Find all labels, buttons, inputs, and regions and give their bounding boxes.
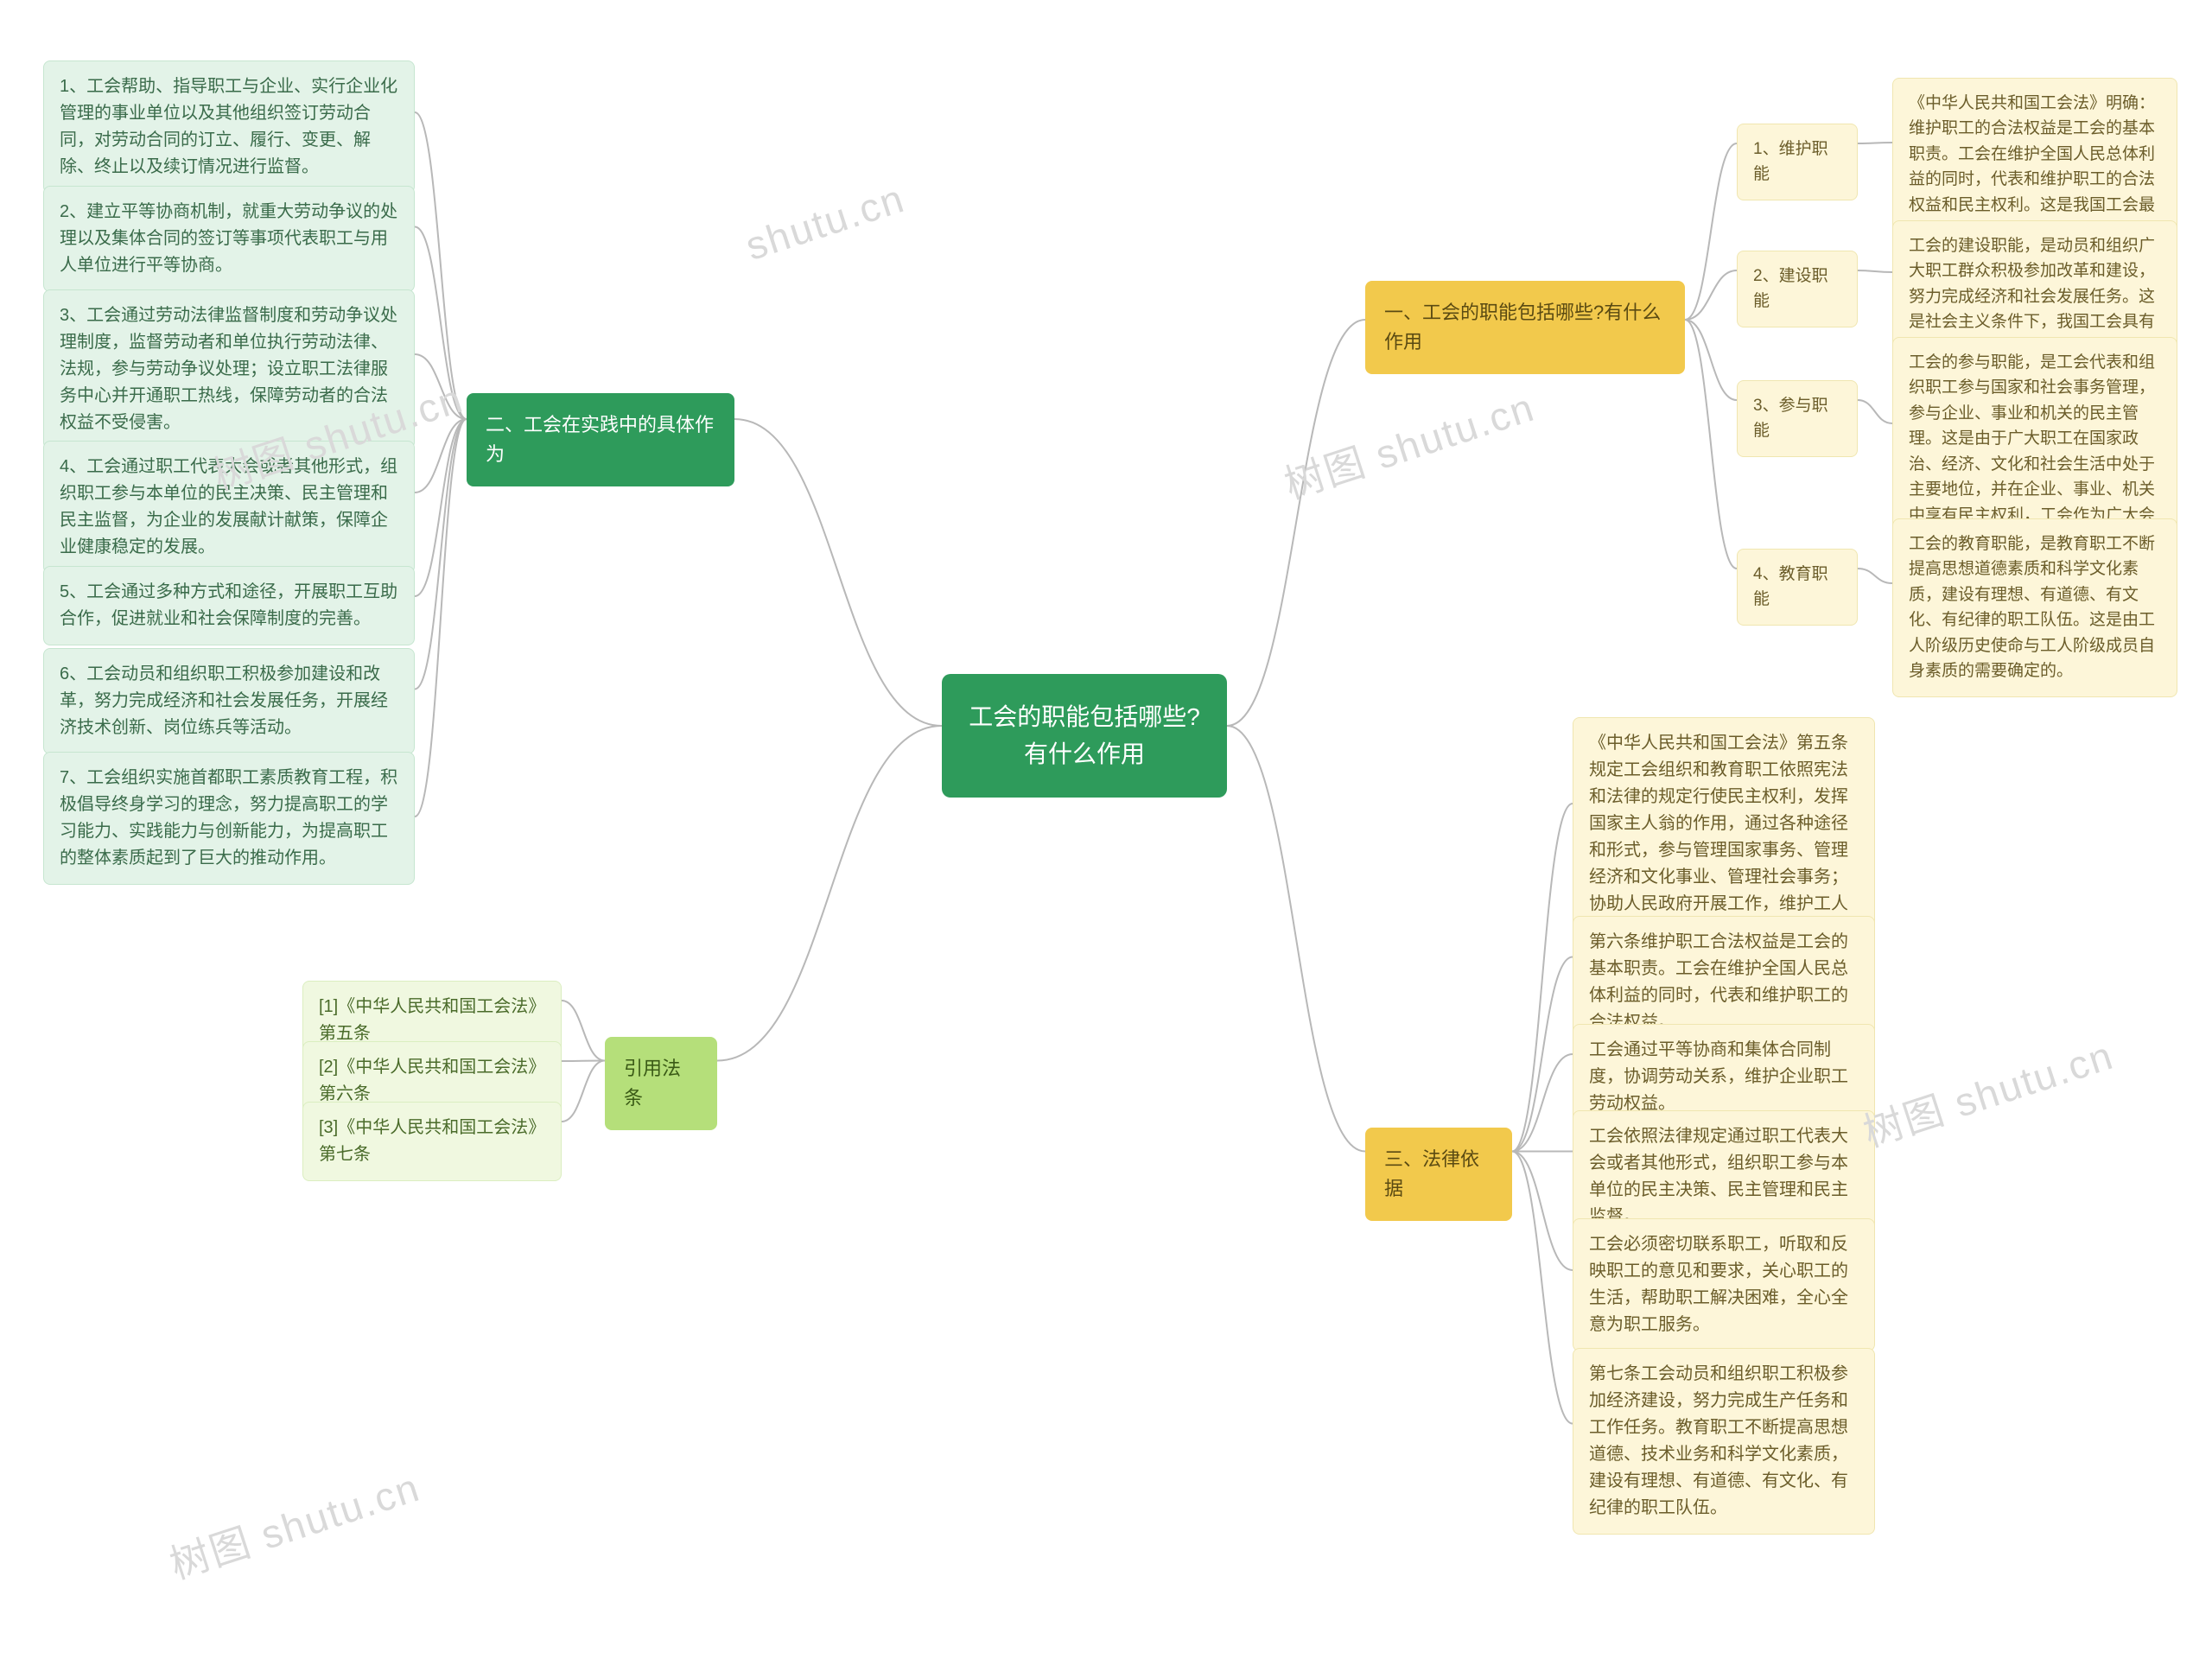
branch-b1: 一、工会的职能包括哪些?有什么作用 <box>1365 281 1685 374</box>
branch-b4: 引用法条 <box>605 1037 717 1130</box>
leaf-b2c4: 4、工会通过职工代表大会或者其他形式，组织职工参与本单位的民主决策、民主管理和民… <box>43 441 415 574</box>
leaf-b1c4: 4、教育职能 <box>1737 549 1858 626</box>
center-node: 工会的职能包括哪些?有什么作用 <box>942 674 1227 798</box>
leaf-b1c3: 3、参与职能 <box>1737 380 1858 457</box>
branch-b3: 三、法律依据 <box>1365 1128 1512 1221</box>
watermark: shutu.cn <box>740 175 910 270</box>
leaf-b2c1: 1、工会帮助、指导职工与企业、实行企业化管理的事业单位以及其他组织签订劳动合同，… <box>43 60 415 194</box>
leaf-b2c6: 6、工会动员和组织职工积极参加建设和改革，努力完成经济和社会发展任务，开展经济技… <box>43 648 415 754</box>
leaf-b1c1: 1、维护职能 <box>1737 124 1858 200</box>
leaf-b2c2: 2、建立平等协商机制，就重大劳动争议的处理以及集体合同的签订等事项代表职工与用人… <box>43 186 415 292</box>
leaf-b1c2: 2、建设职能 <box>1737 251 1858 327</box>
leaf-b4c3: [3]《中华人民共和国工会法》第七条 <box>302 1102 562 1181</box>
leaf-b3c5: 工会必须密切联系职工，听取和反映职工的意见和要求，关心职工的生活，帮助职工解决困… <box>1573 1218 1875 1351</box>
watermark: 树图 shutu.cn <box>1855 1024 2120 1159</box>
watermark: 树图 shutu.cn <box>1276 376 1541 511</box>
branch-b2: 二、工会在实践中的具体作为 <box>467 393 734 486</box>
watermark: 树图 shutu.cn <box>162 1456 426 1591</box>
leaf-b3c6: 第七条工会动员和组织职工积极参加经济建设，努力完成生产任务和工作任务。教育职工不… <box>1573 1348 1875 1535</box>
leaf-b2c5: 5、工会通过多种方式和途径，开展职工互助合作，促进就业和社会保障制度的完善。 <box>43 566 415 645</box>
desc-b1c4: 工会的教育职能，是教育职工不断提高思想道德素质和科学文化素质，建设有理想、有道德… <box>1892 518 2177 697</box>
leaf-b2c7: 7、工会组织实施首都职工素质教育工程，积极倡导终身学习的理念，努力提高职工的学习… <box>43 752 415 885</box>
leaf-b2c3: 3、工会通过劳动法律监督制度和劳动争议处理制度，监督劳动者和单位执行劳动法律、法… <box>43 289 415 449</box>
